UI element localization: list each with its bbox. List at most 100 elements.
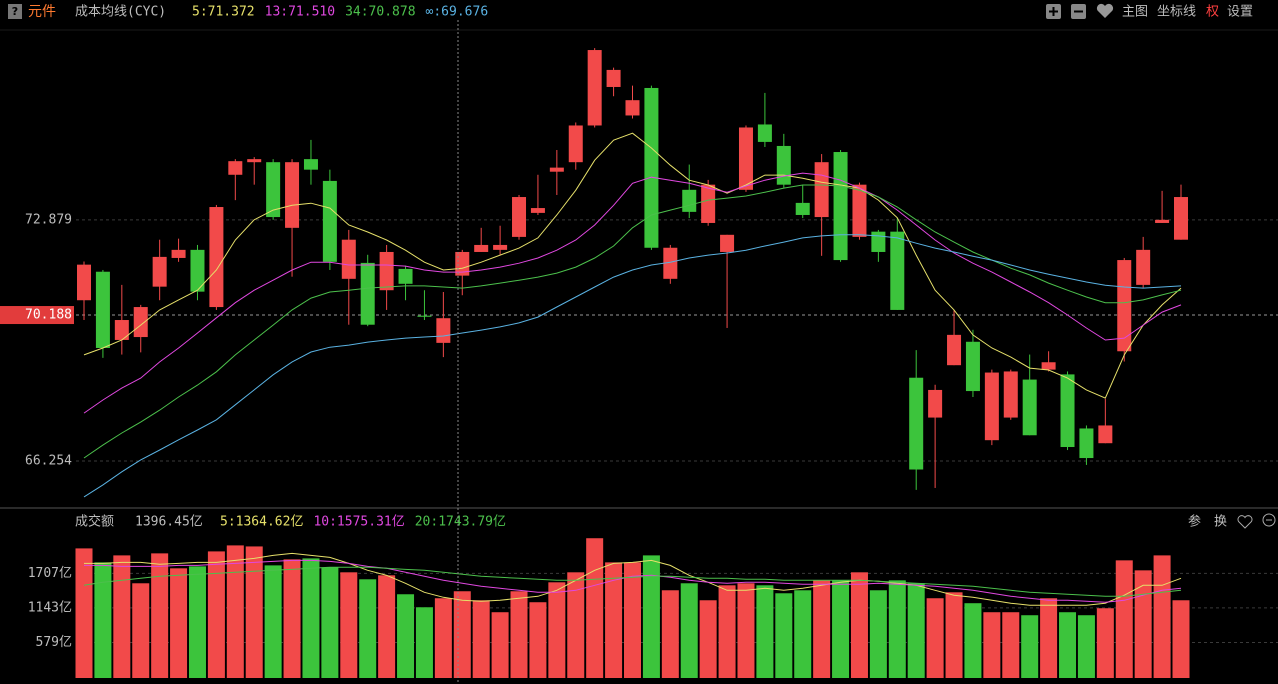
- volume-bar: [472, 600, 490, 678]
- candle-body: [757, 124, 772, 142]
- candle-body: [928, 389, 943, 418]
- volume-bar: [718, 585, 736, 678]
- legend-entry: 10:1575.31亿: [313, 515, 404, 530]
- candle-body: [209, 207, 224, 308]
- candle-body: [341, 239, 356, 279]
- volume-bar: [453, 591, 471, 678]
- moving-average-line: [83, 172, 1182, 414]
- volume-bar: [737, 583, 755, 678]
- toolbar-icons: [1046, 3, 1114, 19]
- candle-body: [1060, 374, 1075, 448]
- candle-body: [587, 50, 602, 126]
- candle-body: [871, 231, 886, 252]
- candle-body: [795, 202, 810, 215]
- volume-bar: [1077, 615, 1095, 678]
- favorite-icon[interactable]: [1096, 3, 1114, 19]
- volume-bar: [151, 553, 169, 678]
- volume-bar: [586, 538, 604, 678]
- candle-body: [95, 271, 110, 348]
- candle-body: [493, 244, 508, 250]
- moving-average-line: [83, 184, 1182, 459]
- volume-bar: [888, 580, 906, 678]
- candle-body: [133, 307, 148, 338]
- candle-body: [1155, 219, 1170, 223]
- volume-bar: [94, 562, 112, 678]
- moving-average-line: [83, 234, 1182, 498]
- volume-bar: [170, 568, 188, 678]
- candle-body: [530, 208, 545, 213]
- volume-bar: [415, 607, 433, 678]
- legend-entry: 34:70.878: [345, 5, 415, 20]
- candle-body: [833, 152, 848, 261]
- candle-body: [1003, 371, 1018, 418]
- volume-favorite-icon[interactable]: [1237, 515, 1253, 529]
- candle-body: [322, 180, 337, 262]
- marks: [75, 48, 1190, 678]
- volume-bar: [680, 583, 698, 678]
- volume-bar: [756, 585, 774, 678]
- candle-body: [247, 159, 262, 163]
- crosshair-label-bg: [0, 306, 74, 325]
- volume-bar: [434, 598, 452, 678]
- candle-body: [663, 247, 678, 279]
- volume-bar: [491, 612, 509, 678]
- candle-body: [625, 100, 640, 116]
- volume-bar: [567, 572, 585, 678]
- volume-bar: [813, 580, 831, 678]
- candle-body: [568, 125, 583, 163]
- volume-bar: [302, 558, 320, 678]
- volume-toolbar-param[interactable]: 参: [1188, 514, 1201, 530]
- volume-bar: [245, 546, 263, 678]
- toolbar-settings[interactable]: 设置: [1227, 5, 1253, 20]
- candle-body: [398, 268, 413, 284]
- legend-entry: 5:71.372: [192, 5, 255, 20]
- moving-average-line: [84, 552, 1182, 606]
- moving-average-line: [83, 132, 1182, 399]
- volume-title: 成交额: [75, 514, 114, 530]
- volume-bar: [1040, 598, 1058, 678]
- volume-bar: [340, 572, 358, 678]
- candle-body: [776, 145, 791, 185]
- volume-bar: [661, 590, 679, 678]
- toolbar-gridline[interactable]: 坐标线: [1157, 5, 1196, 20]
- volume-bar: [850, 572, 868, 678]
- y-tick-label: 579亿: [36, 635, 72, 650]
- legend-entry: 20:1743.79亿: [415, 515, 506, 530]
- candle-body: [947, 334, 962, 366]
- candle-body: [474, 244, 489, 252]
- volume-zoom-icon[interactable]: [1262, 513, 1276, 527]
- y-tick-label: 70.188: [25, 308, 72, 323]
- candle-body: [114, 320, 129, 340]
- toolbar-rights[interactable]: 权: [1206, 4, 1219, 20]
- candle-body: [417, 315, 432, 317]
- candle-body: [738, 127, 753, 190]
- volume-bar: [529, 602, 547, 678]
- candle-body: [190, 249, 205, 292]
- help-icon[interactable]: [8, 4, 22, 19]
- candle-body: [303, 159, 318, 170]
- y-tick-label: 1143亿: [28, 600, 72, 615]
- volume-bar: [964, 603, 982, 678]
- volume-bar: [1134, 570, 1152, 678]
- indicator-name: 成本均线(CYC): [75, 5, 166, 20]
- volume-bar: [378, 575, 396, 678]
- legend: 5:1364.62亿 10:1575.31亿 20:1743.79亿: [220, 515, 506, 530]
- toolbar-main[interactable]: 主图: [1122, 5, 1148, 20]
- volume-bar: [794, 590, 812, 678]
- stock-name[interactable]: 元件: [28, 4, 56, 20]
- volume-bar: [397, 594, 415, 678]
- legend: 5:71.372 13:71.510 34:70.878 ∞:69.676: [192, 5, 488, 20]
- candle-body: [1041, 362, 1056, 370]
- candle-body: [360, 262, 375, 325]
- candle-body: [1174, 197, 1188, 240]
- volume-bar: [321, 567, 339, 678]
- volume-bar: [1002, 612, 1020, 678]
- candle-body: [890, 231, 905, 310]
- volume-bar: [226, 545, 244, 678]
- zoom-in-glyph: [1049, 7, 1058, 16]
- candle-body: [720, 234, 735, 252]
- help-icon-text: ?: [12, 5, 18, 18]
- volume-toolbar-switch[interactable]: 换: [1214, 515, 1227, 530]
- legend-entry: ∞:69.676: [426, 5, 489, 20]
- candle-body: [909, 377, 924, 470]
